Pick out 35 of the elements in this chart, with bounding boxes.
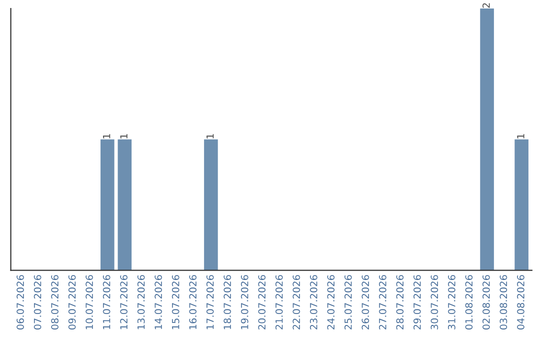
data-label: 1 — [103, 134, 110, 138]
x-tick-label: 18.07.2026 — [224, 275, 232, 330]
x-tick-label: 15.07.2026 — [172, 275, 180, 330]
x-tick-label: 23.07.2026 — [310, 275, 318, 330]
x-tick-label: 02.08.2026 — [482, 275, 490, 330]
x-tick-label: 25.07.2026 — [344, 275, 352, 330]
x-tick-label: 21.07.2026 — [275, 275, 283, 330]
x-tick-label: 12.07.2026 — [120, 275, 128, 330]
x-tick-label: 14.07.2026 — [154, 275, 162, 330]
x-tick-label: 24.07.2026 — [327, 275, 335, 330]
x-tick-label: 31.07.2026 — [448, 275, 456, 330]
x-tick-label: 04.08.2026 — [517, 275, 524, 330]
x-tick-label: 06.07.2026 — [16, 275, 24, 330]
data-label: 1 — [120, 134, 128, 138]
x-tick-label: 26.07.2026 — [362, 275, 370, 330]
x-tick-label: 27.07.2026 — [378, 275, 386, 330]
x-tick-label: 19.07.2026 — [240, 275, 248, 330]
x-tick-label: 20.07.2026 — [258, 275, 266, 330]
x-tick-label: 11.07.2026 — [102, 275, 110, 330]
x-tick-label: 30.07.2026 — [430, 275, 438, 330]
x-tick-label: 22.07.2026 — [292, 275, 300, 330]
data-label: 1 — [517, 134, 524, 138]
x-tick-label: 09.07.2026 — [68, 275, 76, 330]
x-tick-label: 13.07.2026 — [137, 275, 145, 330]
x-tick-label: 03.08.2026 — [500, 275, 508, 330]
x-tick-label: 29.07.2026 — [413, 275, 421, 330]
x-tick-label: 17.07.2026 — [206, 275, 214, 330]
data-label: 1 — [206, 134, 214, 138]
data-label: 2 — [482, 3, 490, 8]
x-tick-label: 01.08.2026 — [465, 275, 473, 330]
x-tick-label: 08.07.2026 — [51, 275, 58, 330]
x-tick-label: 28.07.2026 — [396, 275, 404, 330]
x-tick-label: 16.07.2026 — [189, 275, 197, 330]
x-tick-label: 10.07.2026 — [86, 275, 93, 330]
x-tick-label: 07.07.2026 — [34, 275, 42, 330]
